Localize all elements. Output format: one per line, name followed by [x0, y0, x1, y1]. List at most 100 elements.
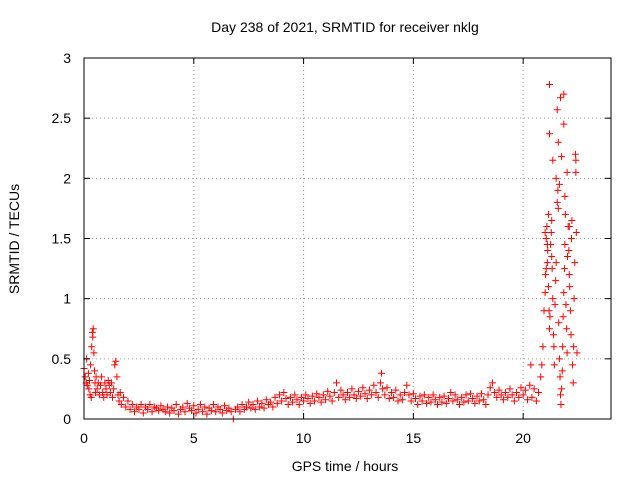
data-point	[558, 367, 566, 375]
data-point	[537, 373, 545, 381]
data-point	[398, 396, 406, 404]
data-point	[163, 403, 171, 411]
data-point	[148, 408, 156, 416]
data-point	[557, 401, 565, 409]
data-point	[453, 396, 461, 404]
data-point	[493, 393, 501, 401]
data-point	[157, 402, 165, 410]
data-point	[260, 404, 268, 412]
data-point	[412, 395, 420, 403]
data-point	[370, 381, 378, 389]
chart-title: Day 238 of 2021, SRMTID for receiver nkl…	[211, 19, 479, 35]
data-point	[553, 106, 561, 114]
data-point	[282, 395, 290, 403]
data-point	[462, 391, 470, 399]
data-point	[385, 395, 393, 403]
data-point	[568, 216, 576, 224]
data-point	[548, 265, 556, 273]
data-point	[84, 369, 92, 377]
data-point	[91, 389, 99, 397]
data-point	[504, 393, 512, 401]
data-point	[83, 381, 91, 389]
data-point	[344, 389, 351, 397]
data-point	[183, 399, 191, 407]
data-point	[335, 393, 343, 401]
data-series	[80, 80, 581, 423]
data-point	[416, 392, 424, 400]
data-point	[137, 401, 145, 409]
data-point	[524, 396, 532, 404]
data-point	[550, 343, 558, 351]
data-point	[122, 403, 130, 411]
data-point	[570, 343, 578, 351]
data-point	[324, 387, 332, 395]
data-point	[374, 393, 382, 401]
data-point	[313, 390, 321, 398]
data-point	[502, 389, 510, 397]
data-point	[128, 401, 136, 409]
data-point	[361, 390, 369, 398]
data-point	[569, 361, 577, 369]
data-point	[558, 385, 566, 393]
data-point	[221, 402, 229, 410]
data-point	[473, 392, 481, 400]
data-point	[372, 389, 380, 397]
data-point	[170, 407, 178, 415]
data-point	[425, 393, 433, 401]
data-point	[440, 392, 448, 400]
data-point	[326, 392, 334, 400]
data-point	[541, 289, 549, 297]
data-point	[87, 393, 95, 401]
data-point	[275, 391, 283, 399]
data-point	[477, 390, 485, 398]
data-point	[181, 408, 189, 416]
data-point	[90, 349, 98, 357]
data-point	[359, 384, 367, 392]
data-point	[295, 401, 303, 409]
data-point	[442, 399, 450, 407]
data-point	[225, 404, 233, 412]
data-point	[110, 385, 118, 393]
data-point	[458, 393, 466, 401]
data-point	[553, 198, 561, 206]
data-point	[116, 389, 124, 397]
data-point	[87, 361, 95, 369]
data-point	[567, 331, 575, 339]
data-point	[383, 384, 391, 392]
data-point	[144, 405, 152, 413]
data-point	[365, 386, 373, 394]
x-tick-label: 0	[80, 430, 88, 446]
data-point	[81, 373, 89, 381]
data-point	[85, 385, 93, 393]
y-tick-label: 2.5	[52, 110, 72, 126]
data-point	[258, 399, 266, 407]
data-point	[427, 398, 435, 406]
data-point	[445, 395, 453, 403]
data-point	[387, 389, 395, 397]
data-point	[379, 385, 387, 393]
data-point	[513, 389, 521, 397]
data-point	[249, 401, 257, 409]
data-point	[107, 379, 115, 387]
data-point	[546, 130, 554, 138]
data-point	[447, 389, 455, 397]
data-point	[333, 379, 341, 387]
data-point	[286, 393, 294, 401]
data-point	[563, 168, 571, 176]
data-point	[539, 343, 547, 351]
data-point	[350, 391, 358, 399]
data-point	[346, 393, 354, 401]
data-point	[188, 407, 196, 415]
data-point	[538, 361, 546, 369]
y-tick-label: 1.5	[52, 231, 72, 247]
data-point	[561, 192, 569, 200]
x-axis-label: GPS time / hours	[292, 458, 399, 474]
data-point	[460, 398, 468, 406]
data-point	[566, 307, 574, 315]
data-point	[491, 389, 499, 397]
data-point	[464, 397, 472, 405]
data-point	[236, 408, 244, 416]
data-point	[280, 389, 288, 397]
data-point	[572, 156, 580, 164]
data-point	[542, 235, 550, 242]
